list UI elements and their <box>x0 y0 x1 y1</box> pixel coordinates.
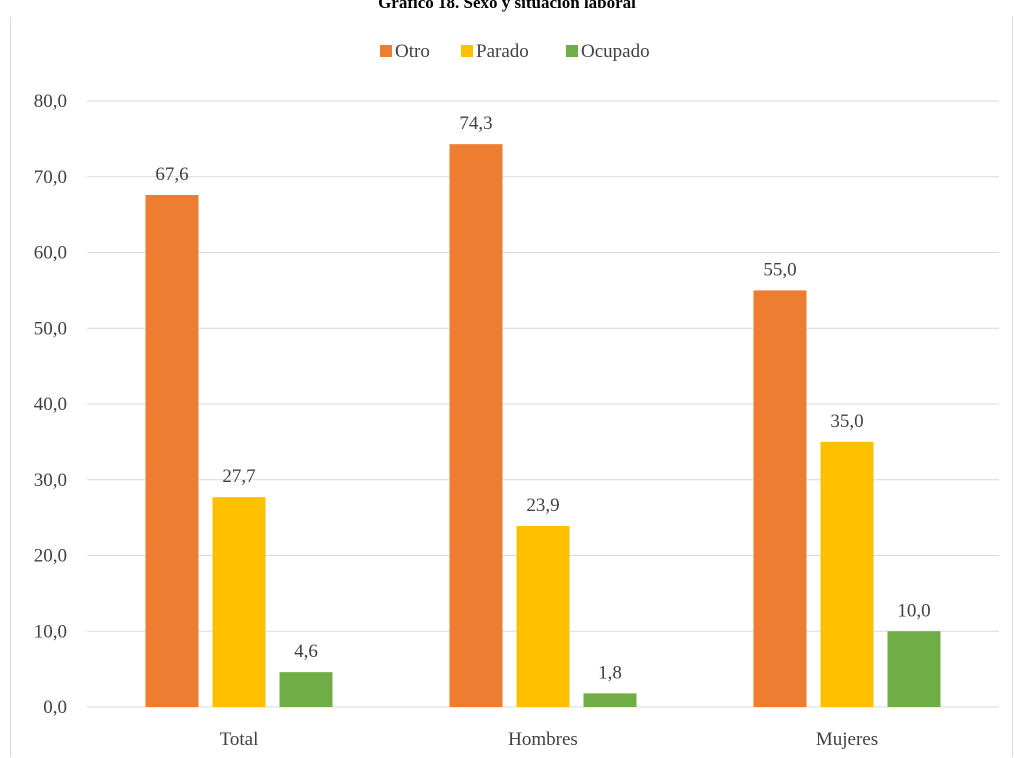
x-tick-label: Total <box>220 729 259 750</box>
bar-otro-mujeres <box>753 290 807 707</box>
x-tick-label: Hombres <box>508 729 578 750</box>
data-labels: 67,6 27,7 4,6 74,3 23,9 1,8 55,0 35,0 10,0 <box>155 113 930 683</box>
bar-parado-total <box>212 497 266 707</box>
y-tick-label: 20,0 <box>34 546 67 567</box>
legend-label-otro: Otro <box>395 41 430 62</box>
data-label: 27,7 <box>222 466 255 487</box>
x-axis-ticks: Total Hombres Mujeres <box>220 729 879 750</box>
bar-otro-hombres <box>449 144 503 708</box>
bar-ocupado-hombres <box>583 693 637 707</box>
data-label: 23,9 <box>526 495 559 516</box>
bar-ocupado-total <box>279 672 333 707</box>
y-tick-label: 80,0 <box>34 91 67 112</box>
y-tick-label: 30,0 <box>34 470 67 491</box>
bars <box>145 144 941 708</box>
data-label: 35,0 <box>830 411 863 432</box>
data-label: 74,3 <box>459 113 492 134</box>
y-tick-label: 10,0 <box>34 621 67 642</box>
bar-otro-total <box>145 194 199 707</box>
y-tick-label: 60,0 <box>34 243 67 264</box>
y-tick-label: 0,0 <box>43 697 67 718</box>
data-label: 67,6 <box>155 164 188 185</box>
y-tick-label: 50,0 <box>34 318 67 339</box>
legend: Otro Parado Ocupado <box>380 41 650 62</box>
bar-parado-hombres <box>516 525 570 707</box>
x-tick-label: Mujeres <box>816 729 878 750</box>
data-label: 1,8 <box>598 662 622 683</box>
chart-title: Gráfico 18. Sexo y situación laboral <box>378 0 636 12</box>
y-axis-ticks: 0,0 10,0 20,0 30,0 40,0 50,0 60,0 70,0 80,0 <box>34 91 67 718</box>
legend-label-parado: Parado <box>476 41 529 62</box>
chart-frame <box>10 17 1013 757</box>
data-label: 4,6 <box>294 641 318 662</box>
bar-ocupado-mujeres <box>887 631 941 707</box>
legend-swatch-ocupado <box>566 45 578 57</box>
y-tick-label: 70,0 <box>34 167 67 188</box>
data-label: 55,0 <box>763 259 796 280</box>
y-tick-label: 40,0 <box>34 394 67 415</box>
legend-swatch-parado <box>461 45 473 57</box>
data-label: 10,0 <box>897 600 930 621</box>
bar-parado-mujeres <box>820 441 874 707</box>
legend-swatch-otro <box>380 45 392 57</box>
legend-label-ocupado: Ocupado <box>581 41 650 62</box>
